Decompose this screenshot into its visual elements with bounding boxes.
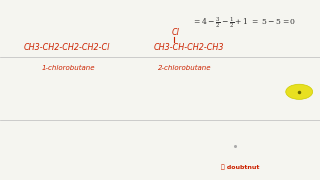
Text: 1-chlorobutane: 1-chlorobutane	[42, 64, 95, 71]
Text: ⓓ doubtnut: ⓓ doubtnut	[221, 165, 259, 170]
Text: CH3-CH2-CH2-CH2-Cl: CH3-CH2-CH2-CH2-Cl	[24, 43, 110, 52]
Text: 2-chlorobutane: 2-chlorobutane	[158, 64, 212, 71]
Text: $= 4 - \frac{3}{2} - \frac{1}{2} + 1\ =\ 5-5=0$: $= 4 - \frac{3}{2} - \frac{1}{2} + 1\ =\…	[192, 16, 296, 30]
Text: Cl: Cl	[171, 28, 179, 37]
Text: CH3-CH-CH2-CH3: CH3-CH-CH2-CH3	[154, 43, 224, 52]
Circle shape	[286, 84, 313, 99]
